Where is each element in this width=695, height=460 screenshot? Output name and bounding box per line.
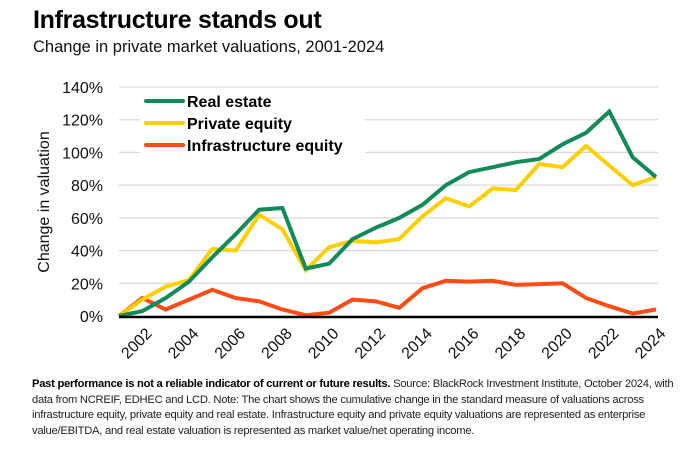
x-tick-label: 2018 bbox=[492, 325, 529, 362]
x-tick-label: 2016 bbox=[445, 325, 482, 362]
x-tick-label: 2004 bbox=[165, 325, 202, 362]
x-tick-label: 2008 bbox=[259, 325, 296, 362]
y-axis-label: Change in valuation bbox=[36, 131, 53, 272]
x-tick-label: 2024 bbox=[632, 325, 669, 362]
series-line-infrastructure-equity bbox=[117, 278, 657, 318]
y-tick-label: 0% bbox=[80, 309, 103, 326]
legend-label: Real estate bbox=[187, 94, 272, 111]
series-lines bbox=[117, 108, 658, 318]
legend-label: Private equity bbox=[187, 116, 292, 133]
source-note: Source: BlackRock Investment Institute, … bbox=[32, 378, 674, 437]
y-tick-label: 20% bbox=[71, 276, 103, 293]
disclaimer: Past performance is not a reliable indic… bbox=[32, 378, 391, 390]
y-axis-ticks: 0% 20% 40% 60% 80% 100% 120% 140% bbox=[62, 80, 103, 326]
chart-title: Infrastructure stands out bbox=[33, 6, 322, 34]
y-tick-label: 60% bbox=[71, 211, 103, 228]
legend-label: Infrastructure equity bbox=[187, 138, 343, 155]
footnote: Past performance is not a reliable indic… bbox=[32, 377, 692, 439]
x-tick-label: 2002 bbox=[118, 325, 155, 362]
x-tick-label: 2022 bbox=[585, 325, 622, 362]
y-tick-label: 120% bbox=[62, 113, 103, 130]
y-tick-label: 100% bbox=[62, 145, 103, 162]
y-tick-label: 80% bbox=[71, 178, 103, 195]
x-tick-label: 2020 bbox=[539, 325, 576, 362]
y-tick-label: 140% bbox=[62, 80, 103, 97]
legend: Real estate Private equity Infrastructure … bbox=[140, 88, 365, 158]
series-line-real-estate bbox=[118, 108, 658, 318]
x-tick-label: 2006 bbox=[212, 325, 249, 362]
series-line-private-equity bbox=[117, 143, 657, 318]
x-axis-ticks: 2002 2004 2006 2008 2010 2012 2014 2016 2018 2020… bbox=[118, 325, 669, 362]
x-tick-label: 2010 bbox=[305, 325, 342, 362]
x-tick-label: 2012 bbox=[352, 325, 389, 362]
chart-subtitle: Change in private market valuations, 200… bbox=[33, 38, 385, 56]
y-tick-label: 40% bbox=[71, 244, 103, 261]
line-chart: 0% 20% 40% 60% 80% 100% 120% 140% Change in val… bbox=[36, 80, 669, 362]
x-tick-label: 2014 bbox=[399, 325, 436, 362]
